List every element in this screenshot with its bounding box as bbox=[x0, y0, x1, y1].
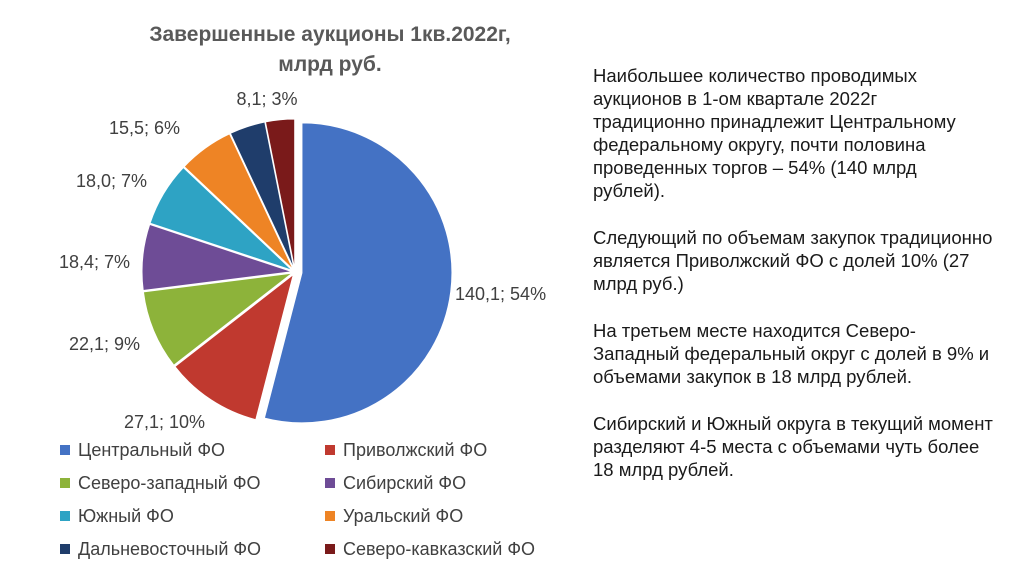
commentary-paragraph: Сибирский и Южный округа в текущий момен… bbox=[593, 413, 993, 480]
chart-title-line-2: млрд руб. bbox=[278, 53, 382, 76]
pie-slice bbox=[183, 133, 294, 270]
commentary-text: Наибольшее количество проводимых аукцион… bbox=[593, 64, 993, 505]
pie-data-label: 15,5; 6% bbox=[109, 118, 180, 138]
legend-swatch bbox=[60, 511, 70, 521]
legend-label: Южный ФО bbox=[78, 505, 174, 526]
pie-slice bbox=[174, 273, 295, 421]
legend-label: Северо-кавказский ФО bbox=[343, 538, 536, 559]
legend-swatch bbox=[60, 445, 70, 455]
legend-label: Северо-западный ФО bbox=[78, 472, 261, 493]
pie-data-label: 140,1; 54% bbox=[455, 284, 546, 304]
pie-slice bbox=[264, 118, 296, 270]
pie-slice bbox=[149, 166, 293, 271]
pie-slice bbox=[229, 121, 295, 270]
chart-title: Завершенные аукционы 1кв.2022г, млрд руб… bbox=[110, 20, 550, 80]
pie-chart: 140,1; 54% 27,1; 10% 22,1; 9% 18,4; 7% 18,0;… bbox=[59, 89, 546, 432]
pie-slice bbox=[141, 223, 293, 292]
legend-item-northwest: Северо-западный ФО bbox=[60, 470, 325, 496]
chart-title-line-1: Завершенные аукционы 1кв.2022г, bbox=[149, 23, 511, 46]
pie-data-label: 22,1; 9% bbox=[69, 334, 140, 354]
legend-item-siberian: Сибирский ФО bbox=[325, 470, 580, 496]
chart-legend: Центральный ФО Приволжский ФО Северо-зап… bbox=[60, 437, 580, 562]
pie-data-label: 27,1; 10% bbox=[124, 412, 205, 432]
legend-item-central: Центральный ФО bbox=[60, 437, 325, 463]
legend-swatch bbox=[60, 544, 70, 554]
legend-item-ural: Уральский ФО bbox=[325, 503, 580, 529]
pie-data-label: 18,0; 7% bbox=[76, 171, 147, 191]
legend-swatch bbox=[325, 478, 335, 488]
legend-label: Приволжский ФО bbox=[343, 439, 488, 460]
legend-label: Сибирский ФО bbox=[343, 472, 467, 493]
pie-data-label: 8,1; 3% bbox=[236, 89, 297, 109]
legend-label: Дальневосточный ФО bbox=[78, 538, 262, 559]
legend-swatch bbox=[325, 511, 335, 521]
legend-label: Уральский ФО bbox=[343, 505, 464, 526]
legend-swatch bbox=[325, 544, 335, 554]
legend-item-southern: Южный ФО bbox=[60, 503, 325, 529]
legend-label: Центральный ФО bbox=[78, 439, 226, 460]
legend-item-far-eastern: Дальневосточный ФО bbox=[60, 536, 325, 562]
pie-slice bbox=[263, 122, 453, 424]
commentary-paragraph: Наибольшее количество проводимых аукцион… bbox=[593, 65, 956, 201]
legend-swatch bbox=[60, 478, 70, 488]
pie-data-label: 18,4; 7% bbox=[59, 252, 130, 272]
legend-item-volga: Приволжский ФО bbox=[325, 437, 580, 463]
legend-item-north-caucasus: Северо-кавказский ФО bbox=[325, 536, 580, 562]
commentary-paragraph: На третьем месте находится Северо-Западн… bbox=[593, 320, 990, 387]
pie-slice bbox=[142, 272, 294, 366]
commentary-paragraph: Следующий по объемам закупок традиционно… bbox=[593, 227, 993, 294]
legend-swatch bbox=[325, 445, 335, 455]
